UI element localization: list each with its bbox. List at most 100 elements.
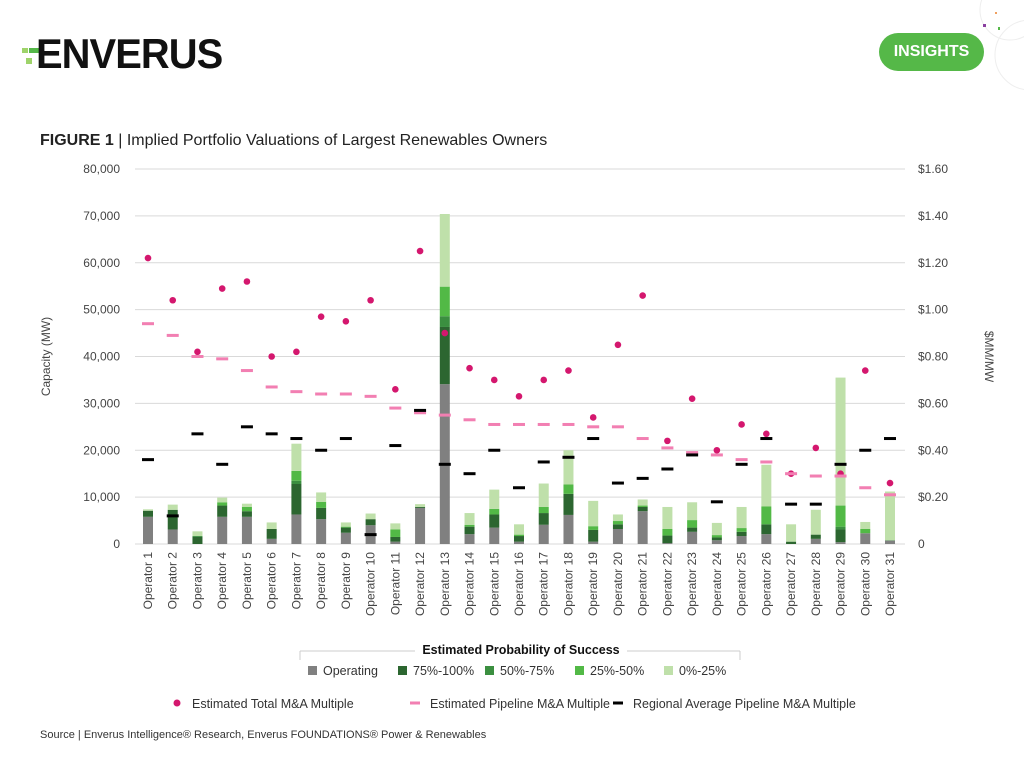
marker-regional: [785, 502, 798, 506]
x-tick-label: Operator 15: [487, 552, 501, 616]
marker-pipeline: [661, 446, 674, 450]
bar-operating: [810, 538, 821, 544]
x-tick-label: Operator 10: [364, 552, 378, 616]
x-tick-label: Operator 2: [166, 552, 180, 610]
marker-total: [515, 393, 523, 400]
marker-pipeline: [142, 322, 154, 326]
x-tick-label: Operator 27: [784, 552, 798, 616]
x-tick-label: Operator 3: [190, 552, 204, 610]
bar-p25_50: [538, 506, 549, 514]
y-tick-label: 60,000: [83, 256, 120, 270]
bar-p25_50: [390, 529, 401, 537]
bar-p75_100: [489, 514, 500, 528]
marker-regional: [859, 448, 872, 452]
figure-label: FIGURE 1: [40, 132, 114, 149]
marker-pipeline: [884, 493, 896, 497]
marker-pipeline: [315, 392, 328, 396]
bar-p75_100: [266, 529, 277, 539]
marker-total: [392, 386, 399, 393]
x-tick-label: Operator 1: [141, 552, 155, 610]
marker-total: [144, 254, 152, 262]
marker-pipeline: [636, 437, 649, 441]
y2-tick-label: $0.20: [918, 490, 948, 504]
bar-operating: [687, 531, 698, 544]
y-tick-label: 80,000: [83, 162, 120, 176]
legend-swatch-total: [173, 699, 181, 707]
marker-total: [243, 278, 251, 285]
marker-pipeline: [364, 394, 377, 398]
insights-button[interactable]: INSIGHTS: [879, 33, 984, 71]
marker-pipeline: [463, 418, 476, 422]
x-tick-label: Operator 16: [512, 552, 526, 616]
marker-regional: [438, 462, 451, 466]
x-tick-label: Operator 4: [215, 552, 229, 610]
bar-p0_25: [662, 506, 673, 529]
bar-p75_100: [637, 506, 648, 512]
bar-p75_100: [390, 536, 401, 542]
bar-p0_25: [365, 513, 376, 520]
bar-operating: [885, 540, 895, 544]
x-tick-label: Operator 20: [611, 552, 625, 616]
marker-regional: [191, 432, 204, 436]
marker-total: [738, 421, 745, 428]
marker-total: [194, 348, 201, 356]
bar-p25_50: [464, 524, 475, 527]
marker-total: [565, 367, 572, 374]
bar-p0_25: [835, 377, 846, 506]
bar-operating: [711, 540, 722, 544]
bar-p75_100: [415, 506, 426, 508]
bar-p0_25: [612, 514, 623, 522]
bar-p75_100: [835, 529, 846, 543]
y2-tick-label: $0.40: [918, 443, 948, 457]
x-tick-label: Operator 9: [339, 552, 353, 610]
bar-p0_25: [241, 503, 252, 507]
bar-p75_100: [340, 527, 351, 533]
bar-operating: [489, 527, 500, 544]
bar-p75_100: [786, 541, 797, 544]
figure-title: FIGURE 1 | Implied Portfolio Valuations …: [40, 132, 547, 150]
marker-regional: [166, 514, 179, 518]
bar-p75_100: [316, 507, 327, 520]
bar-operating: [167, 529, 178, 544]
x-tick-label: Operator 7: [289, 552, 303, 610]
bar-operating: [761, 534, 772, 544]
y2-tick-label: $1.20: [918, 256, 948, 270]
marker-pipeline: [166, 333, 179, 337]
bar-operating: [316, 519, 327, 544]
marker-pipeline: [710, 453, 723, 457]
bar-p0_25: [192, 531, 203, 537]
bar-p50_75: [192, 536, 203, 537]
marker-regional: [884, 437, 896, 441]
marker-regional: [389, 444, 402, 448]
bar-operating: [217, 516, 228, 544]
marker-pipeline: [216, 357, 229, 361]
legend-title: Estimated Probability of Success: [422, 643, 619, 657]
marker-regional: [562, 455, 575, 459]
legend-label-p0_25: 0%-25%: [679, 664, 726, 678]
y2-tick-label: $0.80: [918, 350, 948, 364]
bar-p75_100: [217, 505, 228, 517]
bar-p25_50: [316, 501, 327, 508]
figure-title-text: Implied Portfolio Valuations of Largest …: [126, 132, 548, 149]
bar-p75_100: [192, 536, 203, 544]
x-tick-label: Operator 29: [834, 552, 848, 616]
marker-pipeline: [562, 422, 575, 426]
legend-label-operating: Operating: [323, 664, 378, 678]
x-tick-label: Operator 23: [685, 552, 699, 616]
x-tick-label: Operator 11: [388, 552, 402, 615]
bar-operating: [390, 541, 401, 544]
source-note: Source | Enverus Intelligence® Research,…: [40, 729, 487, 741]
legend-swatch-p50_75: [485, 666, 494, 675]
marker-total: [367, 296, 374, 304]
marker-total: [169, 296, 177, 304]
bar-p75_100: [514, 536, 524, 542]
legend-label-pipeline: Estimated Pipeline M&A Multiple: [430, 697, 610, 711]
bar-p25_50: [439, 286, 450, 317]
marker-pipeline: [438, 413, 451, 417]
marker-total: [664, 437, 671, 445]
legend-swatch-p25_50: [575, 666, 584, 675]
bar-p25_50: [736, 528, 747, 532]
bar-p0_25: [563, 450, 574, 485]
bar-p0_25: [687, 502, 698, 521]
marker-regional: [513, 486, 525, 490]
